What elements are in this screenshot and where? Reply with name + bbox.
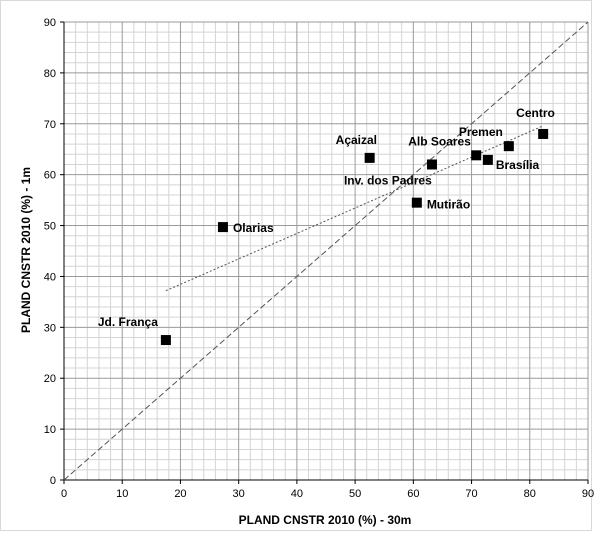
x-tick-label: 70 — [465, 488, 477, 500]
point-labels: Jd. França Olarias Açaizal Inv. dos Padres M… — [98, 106, 555, 329]
y-tick-label: 0 — [50, 475, 56, 487]
data-point-label: Olarias — [233, 221, 274, 235]
x-tick-labels: 0 10 20 30 40 50 60 70 80 90 — [61, 488, 594, 500]
data-point-label: Brasília — [496, 158, 540, 172]
data-point-marker — [426, 159, 437, 170]
data-points — [160, 128, 549, 346]
y-tick-label: 20 — [44, 373, 56, 385]
y-tick-label: 60 — [44, 170, 56, 182]
y-tick-label: 90 — [44, 17, 56, 29]
x-tick-label: 20 — [174, 488, 186, 500]
data-point-marker — [217, 222, 228, 233]
x-tick-label: 80 — [524, 488, 536, 500]
x-tick-label: 0 — [61, 488, 67, 500]
minor-grid — [64, 22, 588, 480]
data-point-marker — [482, 154, 493, 165]
data-point-marker — [538, 128, 549, 139]
y-tick-label: 80 — [44, 68, 56, 80]
x-tick-label: 90 — [582, 488, 594, 500]
data-point-label: Centro — [516, 106, 555, 120]
x-tick-label: 40 — [291, 488, 303, 500]
y-tick-labels: 0 10 20 30 40 50 60 70 80 90 — [44, 17, 56, 487]
reference-lines — [63, 21, 589, 481]
x-tick-label: 50 — [349, 488, 361, 500]
y-tick-label: 50 — [44, 221, 56, 233]
data-point-marker — [471, 150, 482, 161]
y-tick-label: 30 — [44, 322, 56, 334]
data-point-marker — [411, 197, 422, 208]
y-tick-label: 70 — [44, 119, 56, 131]
data-point-label: Mutirão — [427, 198, 470, 212]
y-tick-label: 40 — [44, 271, 56, 283]
data-point-label: Alb Soares — [408, 134, 471, 148]
data-point-label: Inv. dos Padres — [344, 173, 432, 187]
x-tick-label: 30 — [233, 488, 245, 500]
data-point-label: Açaizal — [336, 133, 377, 147]
identity-line — [63, 21, 589, 481]
data-point-marker — [503, 141, 514, 152]
data-point-label: Premen — [459, 125, 503, 139]
x-tick-label: 60 — [407, 488, 419, 500]
y-tick-label: 10 — [44, 424, 56, 436]
data-point-marker — [364, 152, 375, 163]
data-point-marker — [160, 335, 171, 346]
axes — [60, 21, 589, 484]
x-axis-title: PLAND CNSTR 2010 (%) - 30m — [239, 513, 412, 527]
data-point-label: Jd. França — [98, 315, 158, 329]
y-axis-title: PLAND CNSTR 2010 (%) - 1m — [19, 167, 33, 333]
x-tick-label: 10 — [116, 488, 128, 500]
trend-line — [165, 125, 544, 292]
